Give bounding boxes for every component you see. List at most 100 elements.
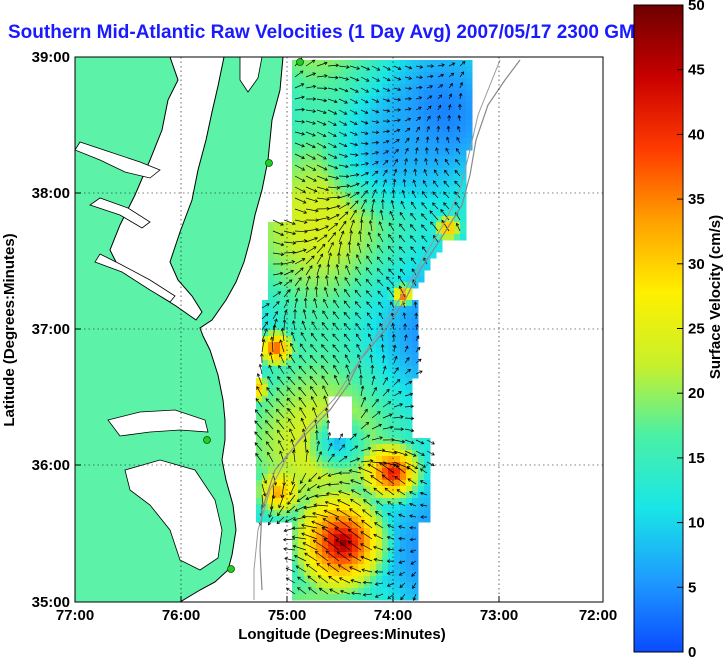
velocity-cell xyxy=(364,192,371,199)
velocity-cell xyxy=(334,324,341,331)
velocity-cell xyxy=(340,282,347,289)
velocity-cell xyxy=(370,168,377,175)
arrow-icon xyxy=(310,396,318,408)
velocity-cell xyxy=(346,342,353,349)
velocity-cell xyxy=(394,432,401,439)
velocity-cell xyxy=(412,186,419,193)
velocity-cell xyxy=(274,516,281,523)
velocity-cell xyxy=(352,78,359,85)
velocity-cell xyxy=(466,90,473,97)
velocity-cell xyxy=(292,168,299,175)
arrow-icon xyxy=(294,175,306,182)
velocity-cell xyxy=(400,150,407,157)
velocity-cell xyxy=(406,576,413,583)
arrow-icon xyxy=(294,131,305,136)
velocity-cell xyxy=(316,150,323,157)
velocity-cell xyxy=(340,546,347,553)
velocity-cell xyxy=(394,552,401,559)
x-tick-label: 73:00 xyxy=(480,607,518,624)
velocity-cell xyxy=(412,528,419,535)
velocity-cell xyxy=(256,432,263,439)
velocity-cell xyxy=(304,534,311,541)
velocity-cell xyxy=(274,354,281,361)
arrow-icon xyxy=(410,235,417,243)
velocity-cell xyxy=(388,96,395,103)
velocity-cell xyxy=(268,396,275,403)
arrow-icon xyxy=(323,538,340,551)
velocity-cell xyxy=(400,438,407,445)
velocity-cell xyxy=(382,150,389,157)
velocity-cell xyxy=(370,540,377,547)
velocity-cell xyxy=(334,84,341,91)
arrow-icon xyxy=(382,76,391,82)
velocity-cell xyxy=(322,516,329,523)
velocity-cell xyxy=(298,468,305,475)
arrow-icon xyxy=(360,421,370,430)
arrow-icon xyxy=(455,158,461,166)
arrow-icon xyxy=(381,474,395,485)
arrow-icon xyxy=(407,478,417,485)
velocity-cell xyxy=(346,180,353,187)
velocity-cell xyxy=(430,252,437,259)
velocity-cell xyxy=(406,432,413,439)
arrow-icon xyxy=(338,202,350,210)
velocity-cell xyxy=(304,438,311,445)
velocity-cell xyxy=(316,504,323,511)
velocity-cell xyxy=(364,252,371,259)
velocity-cell xyxy=(430,192,437,199)
velocity-cell xyxy=(376,324,383,331)
velocity-cell xyxy=(316,312,323,319)
velocity-cell xyxy=(304,156,311,163)
velocity-cell xyxy=(388,90,395,97)
arrow-icon xyxy=(410,246,417,254)
velocity-cell xyxy=(364,216,371,223)
velocity-cell xyxy=(400,378,407,385)
velocity-cell xyxy=(328,498,335,505)
velocity-cell xyxy=(442,144,449,151)
velocity-cell xyxy=(424,264,431,271)
velocity-cell xyxy=(286,414,293,421)
velocity-cell xyxy=(346,162,353,169)
arrow-icon xyxy=(432,202,439,210)
arrow-icon xyxy=(316,86,328,91)
arrow-icon xyxy=(254,409,263,419)
velocity-cell xyxy=(448,192,455,199)
velocity-cell xyxy=(394,222,401,229)
velocity-cell xyxy=(334,492,341,499)
velocity-cell xyxy=(436,234,443,241)
velocity-cell xyxy=(388,174,395,181)
velocity-cell xyxy=(400,72,407,79)
velocity-cell xyxy=(292,246,299,253)
velocity-cell xyxy=(322,390,329,397)
arrow-icon xyxy=(350,489,362,496)
velocity-cell xyxy=(292,102,299,109)
arrow-icon xyxy=(294,107,306,112)
velocity-cell xyxy=(394,546,401,553)
velocity-cell xyxy=(298,156,305,163)
velocity-cell xyxy=(388,420,395,427)
velocity-cell xyxy=(340,438,347,445)
arrow-icon xyxy=(349,65,361,70)
velocity-cell xyxy=(370,504,377,511)
velocity-cell xyxy=(436,126,443,133)
velocity-cell xyxy=(418,270,425,277)
velocity-cell xyxy=(358,228,365,235)
velocity-cell xyxy=(322,258,329,265)
velocity-cell xyxy=(274,456,281,463)
velocity-cell xyxy=(310,246,317,253)
velocity-cell xyxy=(364,162,371,169)
velocity-cell xyxy=(352,156,359,163)
arrow-icon xyxy=(349,120,358,126)
velocity-cell xyxy=(400,396,407,403)
arrow-icon xyxy=(380,199,385,210)
arrow-icon xyxy=(299,343,307,353)
velocity-cell xyxy=(454,66,461,73)
velocity-cell xyxy=(304,204,311,211)
arrow-icon xyxy=(423,168,428,177)
velocity-cell xyxy=(298,498,305,505)
arrow-icon xyxy=(305,236,318,243)
velocity-cell xyxy=(322,522,329,529)
velocity-cell xyxy=(436,96,443,103)
velocity-cell xyxy=(352,540,359,547)
velocity-cell xyxy=(292,414,299,421)
